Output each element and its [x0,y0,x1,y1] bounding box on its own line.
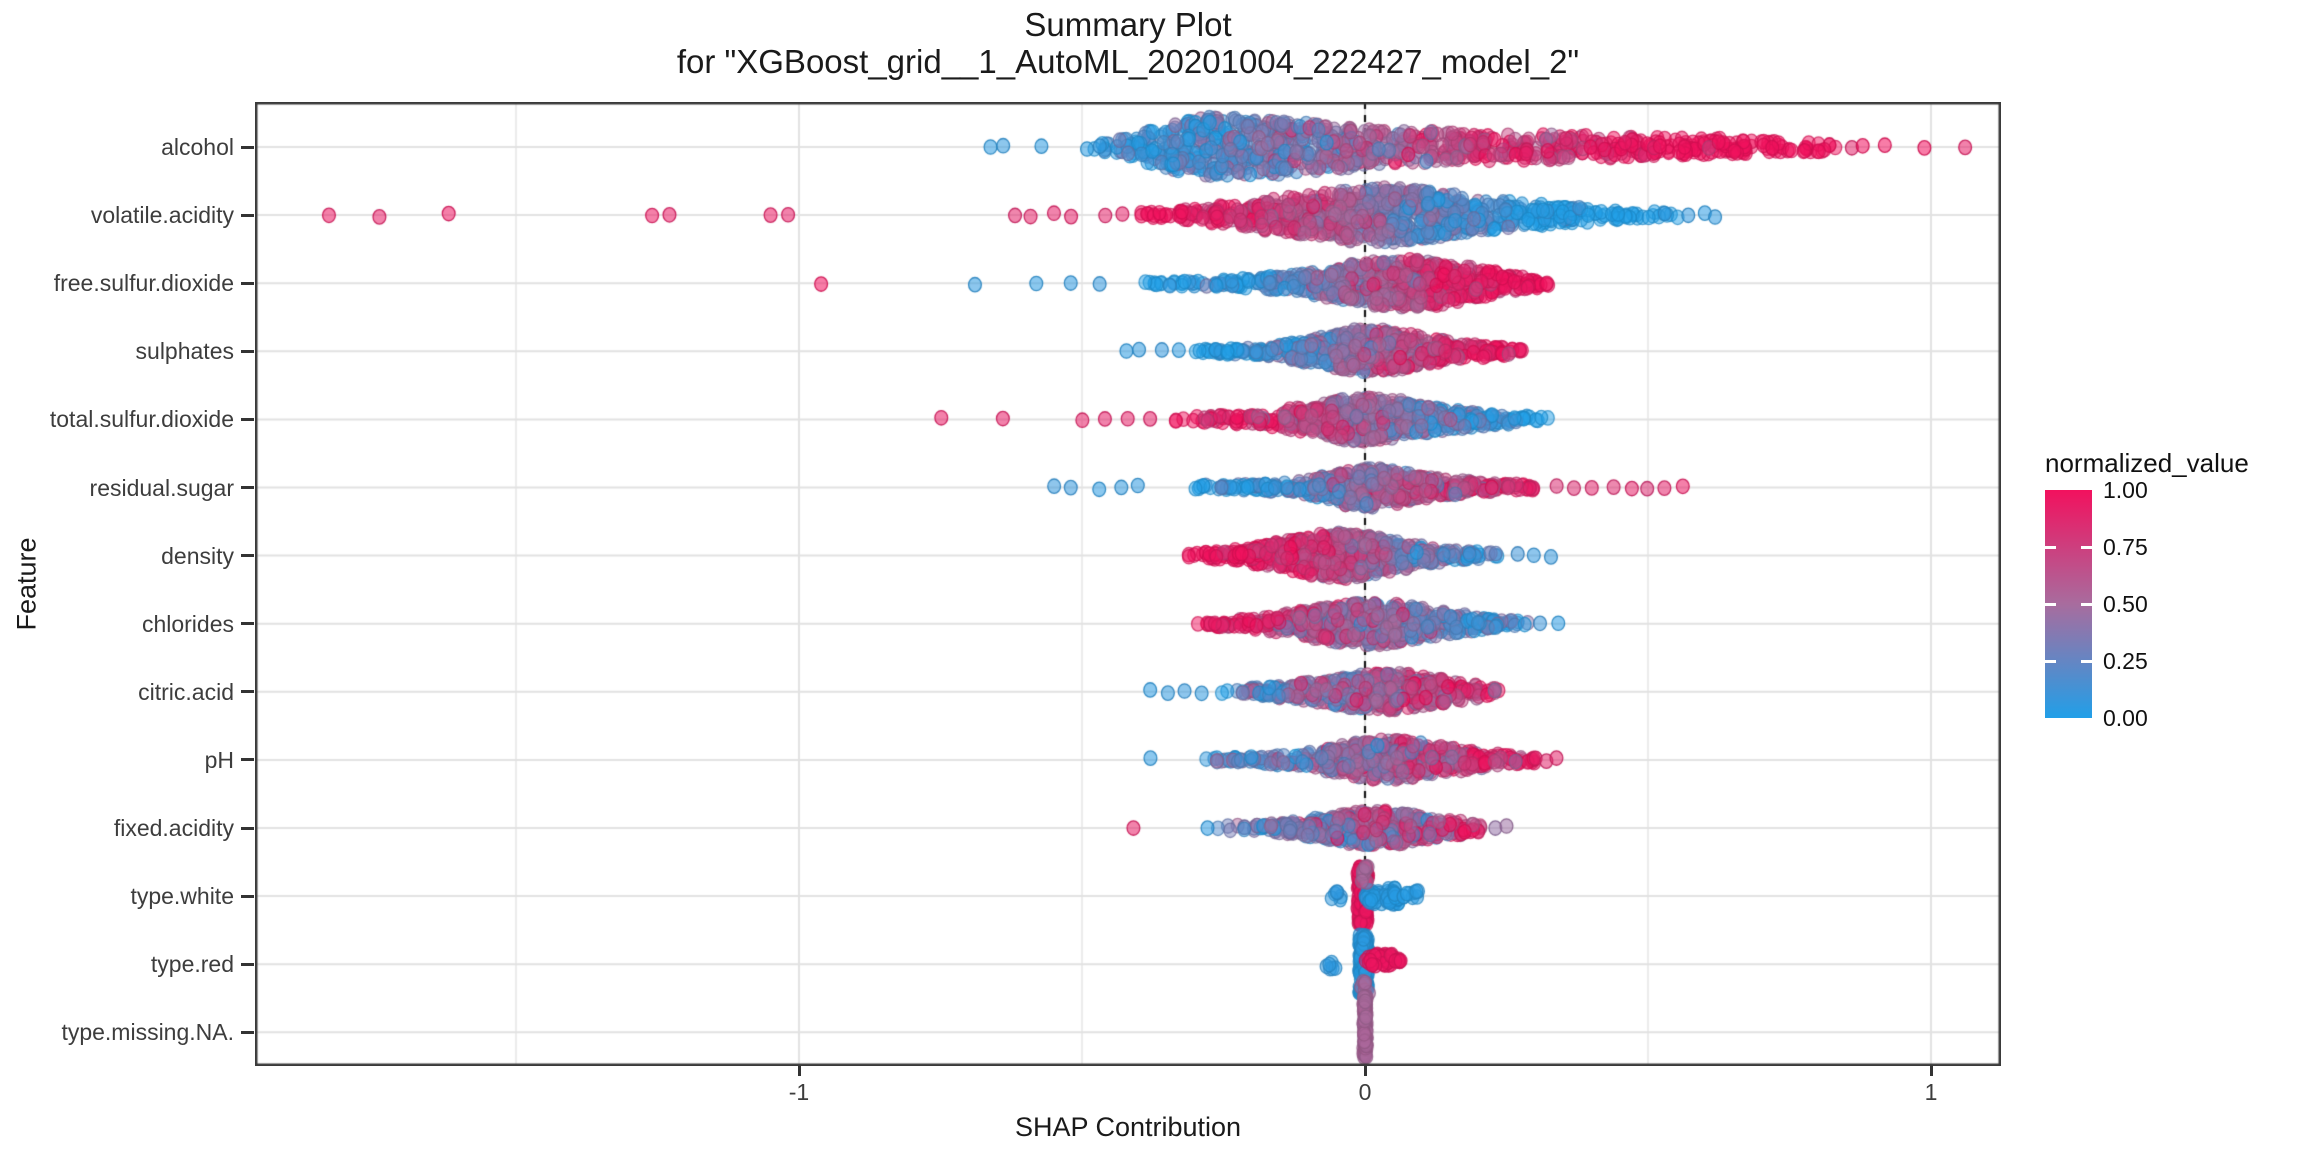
y-tick-mark [241,213,254,217]
y-tick-mark [241,349,254,353]
y-tick-mark [241,622,254,626]
y-tick-mark [241,826,254,830]
x-tick-label: 0 [1358,1079,1372,1105]
plot-panel-canvas [255,102,2001,1066]
y-tick-label: free.sulfur.dioxide [53,270,234,297]
legend-tick-mark [2045,602,2056,606]
y-tick-label: citric.acid [138,678,234,705]
legend-tick-label: 0.75 [2103,534,2148,560]
y-tick-label: sulphates [135,338,234,365]
legend-tick-mark [2081,659,2092,663]
y-tick-label: alcohol [161,134,234,160]
y-tick-mark [241,962,254,966]
legend-tick-mark [2081,602,2092,606]
x-tick-mark [1929,1066,1933,1076]
legend-tick-label: 0.50 [2103,591,2148,617]
y-tick-label: residual.sugar [89,474,234,501]
legend-tick-mark [2081,545,2092,549]
y-tick-mark [241,281,254,285]
legend-tick-label: 1.00 [2103,477,2148,503]
y-tick-mark [241,554,254,558]
y-tick-mark [241,758,254,762]
x-tick-mark [797,1066,801,1076]
y-tick-label: density [161,542,234,569]
chart-title-line-2: for "XGBoost_grid__1_AutoML_20201004_222… [676,43,1580,80]
y-tick-label: chlorides [141,610,234,637]
x-tick-mark [1363,1066,1367,1076]
y-tick-mark [241,145,254,149]
y-tick-label: pH [204,746,234,773]
y-tick-mark [241,486,254,489]
y-tick-label: fixed.acidity [113,815,234,841]
y-tick-label: type.missing.NA. [61,1019,234,1046]
legend-tick-label: 0.00 [2103,705,2148,731]
legend-tick-mark [2045,545,2056,549]
chart-title-line-1: Summary Plot [1024,6,1232,43]
y-tick-mark [241,417,254,421]
y-tick-label: volatile.acidity [90,202,234,229]
chart-title: Summary Plot for "XGBoost_grid__1_AutoML… [255,6,2001,80]
legend-tick-mark [2045,659,2056,663]
y-tick-label: type.white [130,883,234,910]
x-tick-label: 1 [1924,1079,1938,1105]
x-tick-label: -1 [788,1079,810,1105]
legend-tick-label: 0.25 [2103,648,2148,674]
y-tick-label: total.sulfur.dioxide [49,406,234,433]
legend-title: normalized_value [2045,448,2249,478]
y-tick-mark [241,1030,254,1034]
y-tick-label: type.red [150,951,234,978]
y-tick-mark [241,894,254,898]
x-axis-title: SHAP Contribution [1014,1112,1242,1142]
y-tick-mark [241,690,254,694]
